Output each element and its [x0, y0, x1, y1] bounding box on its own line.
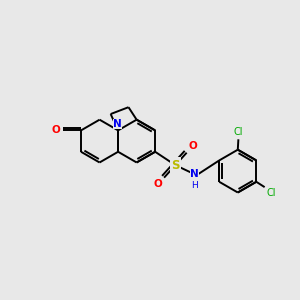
- Text: O: O: [52, 125, 61, 135]
- Text: H: H: [191, 181, 198, 190]
- Text: Cl: Cl: [267, 188, 276, 198]
- Text: O: O: [154, 179, 163, 189]
- Text: N: N: [190, 169, 199, 179]
- Text: S: S: [171, 159, 180, 172]
- Text: N: N: [113, 119, 122, 129]
- Text: Cl: Cl: [234, 127, 243, 137]
- Text: O: O: [188, 141, 197, 151]
